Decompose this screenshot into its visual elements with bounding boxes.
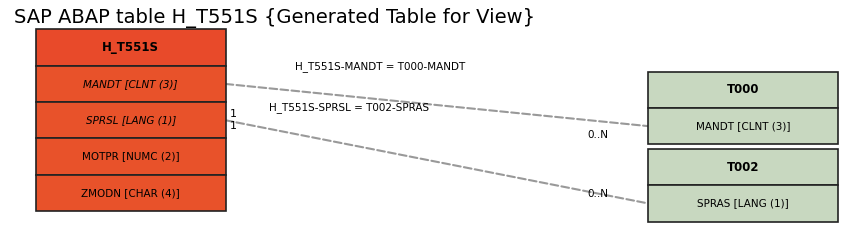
FancyBboxPatch shape xyxy=(648,108,837,144)
FancyBboxPatch shape xyxy=(648,185,837,222)
Text: SPRSL [LANG (1)]: SPRSL [LANG (1)] xyxy=(86,115,176,125)
Text: H_T551S-MANDT = T000-MANDT: H_T551S-MANDT = T000-MANDT xyxy=(295,61,465,72)
Text: 0..N: 0..N xyxy=(587,131,609,141)
Text: MANDT [CLNT (3)]: MANDT [CLNT (3)] xyxy=(83,79,178,89)
Text: ZMODN [CHAR (4)]: ZMODN [CHAR (4)] xyxy=(81,188,180,198)
Text: MANDT [CLNT (3)]: MANDT [CLNT (3)] xyxy=(695,121,790,131)
FancyBboxPatch shape xyxy=(648,149,837,185)
Text: 1: 1 xyxy=(230,121,237,131)
FancyBboxPatch shape xyxy=(648,72,837,108)
Text: SPRAS [LANG (1)]: SPRAS [LANG (1)] xyxy=(697,198,789,208)
Text: T002: T002 xyxy=(727,161,759,173)
FancyBboxPatch shape xyxy=(35,29,226,66)
Text: MOTPR [NUMC (2)]: MOTPR [NUMC (2)] xyxy=(82,151,180,162)
FancyBboxPatch shape xyxy=(35,175,226,211)
Text: H_T551S-SPRSL = T002-SPRAS: H_T551S-SPRSL = T002-SPRAS xyxy=(269,102,429,113)
Text: T000: T000 xyxy=(727,83,759,96)
FancyBboxPatch shape xyxy=(35,66,226,102)
FancyBboxPatch shape xyxy=(35,102,226,138)
Text: H_T551S: H_T551S xyxy=(102,41,159,54)
FancyBboxPatch shape xyxy=(35,138,226,175)
Text: 1: 1 xyxy=(230,109,237,119)
Text: 0..N: 0..N xyxy=(587,189,609,199)
Text: SAP ABAP table H_T551S {Generated Table for View}: SAP ABAP table H_T551S {Generated Table … xyxy=(15,9,535,28)
